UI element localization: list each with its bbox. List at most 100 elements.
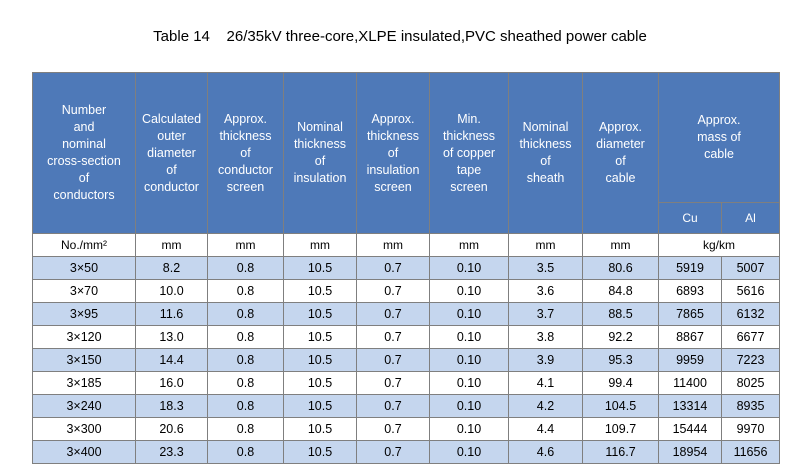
table-cell: 11656 xyxy=(720,440,781,464)
table-cell: 99.4 xyxy=(582,371,659,395)
header-line: of xyxy=(387,145,399,160)
header-line: of xyxy=(314,154,326,168)
table-cell: 3.6 xyxy=(508,279,583,303)
header-row: Number and nominal cross-section of conductor… xyxy=(32,72,781,234)
header-line: thickness xyxy=(366,128,420,143)
table-cell: 18954 xyxy=(658,440,722,464)
table-cell: 18.3 xyxy=(135,394,208,418)
table-cell: 7223 xyxy=(720,348,781,372)
table-cell: 0.10 xyxy=(429,440,509,464)
header-cell: Number and nominal cross-section of conductor… xyxy=(32,72,136,234)
table-cell: 10.5 xyxy=(283,440,357,464)
unit-cell: mm xyxy=(356,233,430,257)
table-cell: 104.5 xyxy=(582,394,659,418)
table-cell: 0.8 xyxy=(207,325,284,349)
table-cell: 3.8 xyxy=(508,325,583,349)
table-row: 3×120 13.0 0.8 10.5 0.7 0.10 3.8 92.2 8867 6677 xyxy=(32,325,781,349)
header-line: thickness xyxy=(293,137,347,151)
table-cell: 5007 xyxy=(720,256,781,280)
table-cell: 4.4 xyxy=(508,417,583,441)
table-cell: 10.5 xyxy=(283,417,357,441)
table-row: 3×185 16.0 0.8 10.5 0.7 0.10 4.1 99.4 11400 8025 xyxy=(32,371,781,395)
table-cell: 0.7 xyxy=(356,440,430,464)
header-line: Approx. xyxy=(371,111,415,126)
table-cell: 3×400 xyxy=(32,440,136,464)
table-cell: 0.10 xyxy=(429,256,509,280)
table-cell: 0.8 xyxy=(207,394,284,418)
header-line: conductors xyxy=(53,188,115,202)
table-cell: 3.9 xyxy=(508,348,583,372)
table-cell: 3×240 xyxy=(32,394,136,418)
table-cell: 13314 xyxy=(658,394,722,418)
header-line: of xyxy=(540,154,551,168)
table-cell: 0.8 xyxy=(207,302,284,326)
table-cell: 10.5 xyxy=(283,325,357,349)
table-cell: 6893 xyxy=(658,279,722,303)
header-line: diameter xyxy=(147,145,196,160)
table-cell: 3×95 xyxy=(32,302,136,326)
header-line: screen xyxy=(450,179,488,194)
header-line: mass of xyxy=(697,130,741,144)
header-line: of xyxy=(166,162,177,177)
table-cell: 10.5 xyxy=(283,302,357,326)
table-cell: 9970 xyxy=(720,417,781,441)
table-cell: 92.2 xyxy=(582,325,659,349)
table-cell: 3×50 xyxy=(32,256,136,280)
table-cell: 0.7 xyxy=(356,371,430,395)
table-title: Table 14 26/35kV three-core,XLPE insulat… xyxy=(153,28,647,45)
table-cell: 15444 xyxy=(658,417,722,441)
header-line: Approx. xyxy=(223,111,268,126)
table-cell: 5616 xyxy=(720,279,781,303)
header-line: screen xyxy=(226,179,265,194)
header-cell: Approx. diameter of cable xyxy=(582,72,659,234)
table-cell: 84.8 xyxy=(582,279,659,303)
table-cell: 0.10 xyxy=(429,348,509,372)
header-line: outer xyxy=(157,128,186,143)
table-row: 3×300 20.6 0.8 10.5 0.7 0.10 4.4 109.7 15444 9970 xyxy=(32,417,781,441)
table-cell: 10.5 xyxy=(283,348,357,372)
table-cell: 11.6 xyxy=(135,302,208,326)
table-cell: 116.7 xyxy=(582,440,659,464)
table-row: 3×150 14.4 0.8 10.5 0.7 0.10 3.9 95.3 9959 7223 xyxy=(32,348,781,372)
table-cell: 10.5 xyxy=(283,371,357,395)
table-cell: 3×120 xyxy=(32,325,136,349)
table-cell: 4.1 xyxy=(508,371,583,395)
unit-cell: mm xyxy=(582,233,659,257)
table-cell: 16.0 xyxy=(135,371,208,395)
unit-cell: kg/km xyxy=(657,233,781,257)
header-line: thickness xyxy=(219,128,272,143)
cable-spec-table: Number and nominal cross-section of conductor… xyxy=(32,72,781,464)
table-row: 3×70 10.0 0.8 10.5 0.7 0.10 3.6 84.8 6893 5616 xyxy=(32,279,781,303)
table-cell: 8935 xyxy=(720,394,781,418)
unit-cell: mm xyxy=(283,233,357,257)
table-cell: 0.8 xyxy=(207,440,284,464)
table-cell: 80.6 xyxy=(582,256,659,280)
header-line: of xyxy=(615,154,626,168)
table-cell: 9959 xyxy=(658,348,722,372)
table-cell: 109.7 xyxy=(582,417,659,441)
header-line: Approx. xyxy=(598,120,643,134)
table-cell: 10.5 xyxy=(283,279,357,303)
table-cell: 10.5 xyxy=(283,256,357,280)
header-line: Nominal xyxy=(522,120,569,134)
header-cell: Nominal thickness of insulation xyxy=(283,72,357,234)
table-cell: 6677 xyxy=(720,325,781,349)
unit-cell: mm xyxy=(207,233,284,257)
unit-cell: No./mm² xyxy=(32,233,136,257)
table-cell: 0.10 xyxy=(429,417,509,441)
unit-cell: mm xyxy=(135,233,208,257)
table-cell: 0.10 xyxy=(429,371,509,395)
table-cell: 95.3 xyxy=(582,348,659,372)
data-rows: 3×50 8.2 0.8 10.5 0.7 0.10 3.5 80.6 5919 5007 3×70… xyxy=(32,256,781,464)
table-cell: 0.10 xyxy=(429,325,509,349)
header-line: nominal xyxy=(62,137,106,151)
header-line: insulation xyxy=(293,171,347,185)
table-cell: 10.0 xyxy=(135,279,208,303)
header-line: Min. xyxy=(457,111,481,126)
units-row: No./mm² mm mm mm mm mm mm mm kg/km xyxy=(32,233,781,257)
header-line: Calculated xyxy=(141,111,202,126)
unit-cell: mm xyxy=(429,233,509,257)
table-cell: 0.7 xyxy=(356,302,430,326)
table-cell: 3×70 xyxy=(32,279,136,303)
header-line: tape xyxy=(456,162,482,177)
